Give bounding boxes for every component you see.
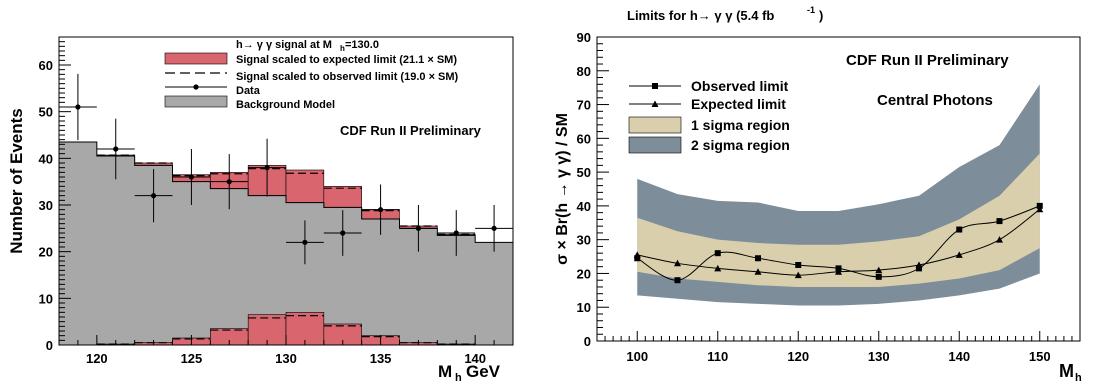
y-tick-label: 60 <box>577 131 591 146</box>
left-chart-histogram: 0 10 20 30 40 50 60 120 125 130 135 140 Number of Ev… <box>7 36 514 384</box>
data-point <box>415 225 422 231</box>
observed-limit-marker <box>875 273 882 280</box>
x-tick-label: 140 <box>948 349 970 364</box>
legend-label: Data <box>236 85 261 97</box>
annotation-cdf: CDF Run II Preliminary <box>846 52 1009 69</box>
y-tick-label: 60 <box>39 58 53 73</box>
observed-limit-marker <box>634 255 641 262</box>
y-tick-label: 50 <box>39 105 53 120</box>
legend-label: Signal scaled to expected limit (21.1 × … <box>236 54 457 66</box>
observed-limit-marker <box>1036 202 1043 209</box>
x-tick-label: 130 <box>275 351 297 366</box>
legend-swatch-background <box>164 95 228 108</box>
legend-swatch-expected-marker <box>651 100 659 107</box>
x-tick-label: 100 <box>626 349 648 364</box>
data-point <box>453 230 459 236</box>
y-axis-label: σ × Br(h → γ γ) / SM <box>554 113 571 265</box>
expected-limit-marker <box>955 251 963 258</box>
annotation-central-photons: Central Photons <box>877 92 993 109</box>
x-axis-unit: GeV <box>466 362 501 381</box>
data-point <box>340 230 346 236</box>
x-tick-label: 130 <box>868 349 890 364</box>
x-axis-label-sub: h <box>1075 372 1082 384</box>
observed-limit-marker <box>916 265 922 272</box>
signal-expected-stacked-bar <box>285 169 325 203</box>
expected-limit-marker <box>875 266 883 274</box>
y-tick-label: 40 <box>39 151 53 166</box>
observed-limit-marker <box>714 250 721 257</box>
data-point <box>226 179 232 185</box>
y-tick-label: 0 <box>46 338 53 353</box>
expected-limit-marker <box>674 259 681 267</box>
data-point <box>491 225 497 231</box>
x-tick-label: 110 <box>707 349 728 364</box>
right-chart-limits: 0 10 20 30 40 50 60 70 80 90 100 110 120 130 140 150 Lim… <box>554 5 1082 384</box>
data-point <box>75 104 81 110</box>
data-point <box>150 193 157 199</box>
legend-label: 2 sigma region <box>691 137 790 153</box>
data-point <box>264 165 270 171</box>
expected-limit-marker <box>996 236 1003 243</box>
legend-swatch-observed-marker <box>652 83 658 89</box>
x-axis-label: M <box>438 362 452 381</box>
observed-limit-marker <box>795 262 802 268</box>
legend-title-value: =130.0 <box>345 39 379 51</box>
x-axis-label: M <box>1059 361 1074 381</box>
observed-limit-marker <box>956 226 963 233</box>
x-axis-label-sub: h <box>455 372 462 384</box>
y-tick-label: 90 <box>577 30 591 45</box>
legend-swatch-data-point <box>193 84 199 90</box>
annotation-cdf: CDF Run II Preliminary <box>340 123 482 138</box>
data-point <box>188 174 195 180</box>
x-tick-label: 120 <box>787 349 809 364</box>
signal-expected-stacked-bar <box>323 186 362 208</box>
expected-limit-marker <box>835 268 842 275</box>
x-tick-label: 140 <box>464 351 486 366</box>
y-tick-label: 10 <box>39 291 53 306</box>
data-point <box>377 207 384 213</box>
legend-label: Background Model <box>236 99 335 111</box>
x-tick-label: 125 <box>181 351 203 366</box>
chart-title-end: ) <box>819 8 823 23</box>
expected-limit-marker <box>754 268 762 275</box>
legend-title-sub: h <box>340 44 345 53</box>
legend-swatch-expected <box>164 52 228 65</box>
y-tick-label: 10 <box>577 300 591 315</box>
chart-title: Limits for h→ γ γ (5.4 fb <box>627 8 774 23</box>
y-tick-label: 20 <box>39 245 53 260</box>
y-axis-label: Number of Events <box>7 108 26 253</box>
data-point <box>113 146 119 152</box>
legend-label: 1 sigma region <box>691 117 790 133</box>
chart-title-sup: -1 <box>807 5 815 15</box>
legend-label: Observed limit <box>691 78 789 94</box>
expected-limit-marker <box>1036 205 1044 213</box>
legend-swatch-two-sigma <box>628 136 682 154</box>
y-tick-label: 80 <box>577 64 591 79</box>
expected-limit-marker <box>714 264 722 272</box>
y-tick-label: 30 <box>577 233 591 248</box>
observed-limit-marker <box>755 255 761 262</box>
legend-label: Signal scaled to observed limit (19.0 × … <box>236 71 459 83</box>
y-tick-label: 40 <box>577 199 591 214</box>
observed-limit-marker <box>674 277 681 284</box>
y-tick-label: 20 <box>577 266 591 281</box>
legend-label: Expected limit <box>691 96 786 112</box>
background-model-fill <box>59 142 513 345</box>
observed-limit-marker <box>835 265 842 272</box>
expected-limit-marker <box>794 271 802 279</box>
background-model-outline <box>59 141 513 243</box>
x-tick-label: 135 <box>370 351 392 366</box>
y-tick-label: 50 <box>577 165 591 180</box>
y-tick-label: 30 <box>39 198 53 213</box>
x-tick-label: 120 <box>86 351 108 366</box>
x-tick-label: 150 <box>1029 349 1051 364</box>
data-point <box>302 239 308 245</box>
y-tick-label: 70 <box>577 98 591 113</box>
observed-limit-marker <box>996 218 1003 225</box>
y-tick-label: 0 <box>584 334 591 349</box>
legend-swatch-one-sigma <box>628 116 682 134</box>
legend-title: h→ γ γ signal at M <box>236 39 332 51</box>
